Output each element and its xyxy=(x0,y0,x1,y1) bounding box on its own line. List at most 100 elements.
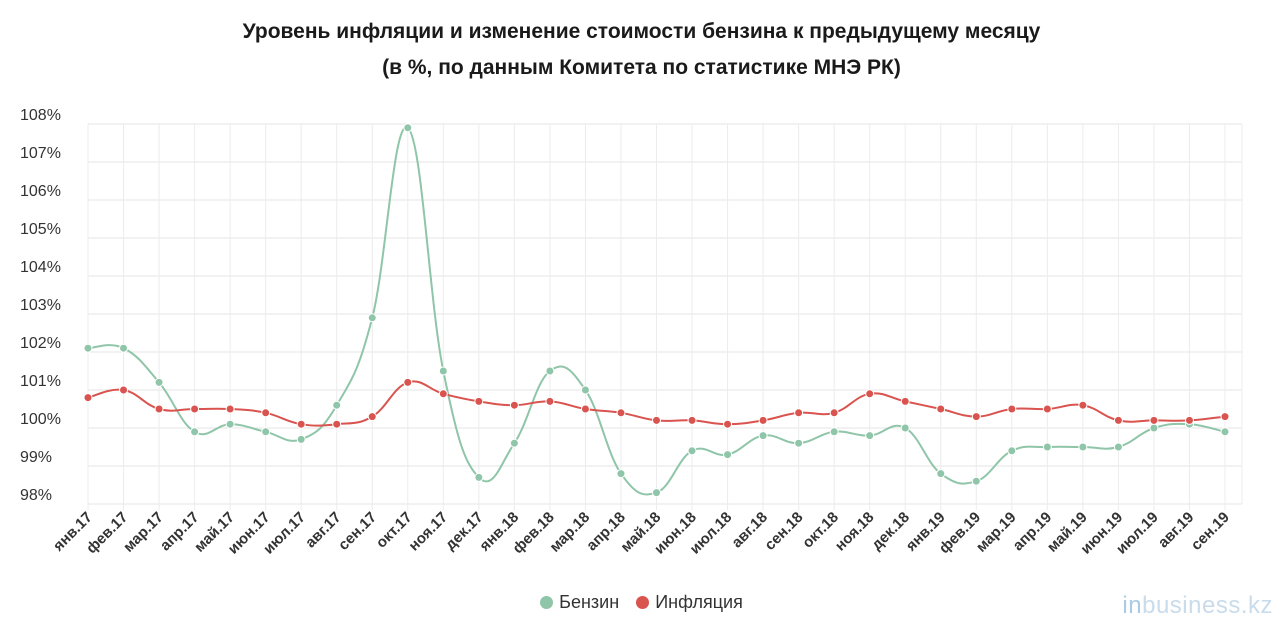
data-point-0[interactable] xyxy=(509,438,519,448)
data-point-1[interactable] xyxy=(1007,404,1017,414)
data-point-0[interactable] xyxy=(332,400,342,410)
data-point-1[interactable] xyxy=(545,396,555,406)
data-point-1[interactable] xyxy=(154,404,164,414)
data-point-1[interactable] xyxy=(971,412,981,422)
data-point-0[interactable] xyxy=(83,343,93,353)
data-point-0[interactable] xyxy=(687,446,697,456)
data-point-1[interactable] xyxy=(1184,415,1194,425)
data-point-0[interactable] xyxy=(545,366,555,376)
legend: Бензин Инфляция xyxy=(0,592,1283,614)
y-axis-ticks: 108% 107% 106% 105% 104% 103% 102% 101% 100% 99% 9… xyxy=(20,107,61,504)
data-point-0[interactable] xyxy=(403,123,413,133)
y-tick-label: 108% xyxy=(20,107,61,124)
data-point-0[interactable] xyxy=(367,313,377,323)
x-tick-label: мар.18 xyxy=(546,509,593,556)
data-point-0[interactable] xyxy=(1078,442,1088,452)
data-point-1[interactable] xyxy=(367,412,377,422)
chart-title: Уровень инфляции и изменение стоимости б… xyxy=(0,14,1283,86)
y-tick-label: 107% xyxy=(20,145,61,162)
x-tick-label: сен.18 xyxy=(761,509,806,554)
chart-title-line2: (в %, по данным Комитета по статистике М… xyxy=(382,56,901,79)
x-tick-label: сен.17 xyxy=(335,509,380,554)
data-point-1[interactable] xyxy=(829,408,839,418)
data-point-0[interactable] xyxy=(296,434,306,444)
data-point-0[interactable] xyxy=(865,431,875,441)
data-point-0[interactable] xyxy=(616,469,626,479)
data-point-1[interactable] xyxy=(474,396,484,406)
data-point-1[interactable] xyxy=(119,385,129,395)
data-point-1[interactable] xyxy=(794,408,804,418)
data-point-1[interactable] xyxy=(652,415,661,425)
x-tick-label: ноя.18 xyxy=(832,509,878,555)
data-point-1[interactable] xyxy=(1149,415,1159,425)
data-point-1[interactable] xyxy=(723,419,733,429)
y-tick-label: 99% xyxy=(20,449,52,466)
data-point-1[interactable] xyxy=(83,393,93,403)
data-point-1[interactable] xyxy=(332,419,342,429)
y-tick-label: 100% xyxy=(20,411,61,428)
data-point-1[interactable] xyxy=(865,389,875,399)
data-point-1[interactable] xyxy=(1042,404,1052,414)
legend-label-benzin: Бензин xyxy=(559,592,620,612)
data-point-1[interactable] xyxy=(1113,415,1123,425)
y-tick-label: 101% xyxy=(20,373,61,390)
legend-item-inflation[interactable]: Инфляция xyxy=(636,592,743,613)
data-point-0[interactable] xyxy=(225,419,235,429)
data-point-0[interactable] xyxy=(723,450,733,460)
watermark-logo: inbusiness.kz xyxy=(1122,592,1273,619)
data-point-0[interactable] xyxy=(1149,423,1159,433)
y-tick-label: 104% xyxy=(20,259,61,276)
legend-item-benzin[interactable]: Бензин xyxy=(540,592,619,613)
x-axis-ticks: янв.17фев.17мар.17апр.17май.17июн.17июл.… xyxy=(50,509,1233,558)
data-point-1[interactable] xyxy=(758,415,768,425)
data-point-0[interactable] xyxy=(474,472,484,482)
y-tick-label: 103% xyxy=(20,297,61,314)
data-point-1[interactable] xyxy=(1078,400,1088,410)
x-tick-label: мар.19 xyxy=(973,509,1020,556)
data-point-0[interactable] xyxy=(794,438,804,448)
data-point-1[interactable] xyxy=(580,404,590,414)
data-point-0[interactable] xyxy=(119,343,129,353)
data-point-1[interactable] xyxy=(900,396,910,406)
data-point-0[interactable] xyxy=(829,427,839,437)
x-tick-label: ноя.17 xyxy=(405,509,451,555)
y-tick-label: 98% xyxy=(20,487,52,504)
data-point-1[interactable] xyxy=(225,404,235,414)
legend-label-inflation: Инфляция xyxy=(655,592,743,612)
x-tick-label: сен.19 xyxy=(1188,509,1233,554)
data-point-0[interactable] xyxy=(261,427,271,437)
data-point-1[interactable] xyxy=(296,419,306,429)
data-point-1[interactable] xyxy=(403,377,413,387)
data-point-1[interactable] xyxy=(438,389,448,399)
data-point-0[interactable] xyxy=(971,476,981,486)
data-point-0[interactable] xyxy=(1220,427,1230,437)
data-point-0[interactable] xyxy=(1113,442,1123,452)
series-points xyxy=(83,123,1230,498)
data-point-0[interactable] xyxy=(758,431,768,441)
data-point-0[interactable] xyxy=(1007,446,1017,456)
data-point-0[interactable] xyxy=(652,488,661,498)
data-point-0[interactable] xyxy=(154,377,164,387)
data-point-1[interactable] xyxy=(936,404,946,414)
data-point-1[interactable] xyxy=(687,415,697,425)
data-point-1[interactable] xyxy=(1220,412,1230,422)
grid xyxy=(87,123,1243,510)
line-chart: 108% 107% 106% 105% 104% 103% 102% 101% 100% 99% 9… xyxy=(20,107,1243,558)
chart-title-line1: Уровень инфляции и изменение стоимости б… xyxy=(242,20,1041,43)
data-point-0[interactable] xyxy=(1042,442,1052,452)
data-point-1[interactable] xyxy=(509,400,519,410)
data-point-0[interactable] xyxy=(438,366,448,376)
data-point-0[interactable] xyxy=(936,469,946,479)
data-point-0[interactable] xyxy=(900,423,910,433)
legend-marker-inflation xyxy=(636,596,650,609)
y-tick-label: 106% xyxy=(20,183,61,200)
legend-marker-benzin xyxy=(540,596,554,609)
data-point-1[interactable] xyxy=(616,408,626,418)
series-line-0 xyxy=(87,126,1226,496)
data-point-0[interactable] xyxy=(190,427,200,437)
data-point-1[interactable] xyxy=(261,408,271,418)
x-tick-label: мар.17 xyxy=(120,509,167,556)
data-point-1[interactable] xyxy=(190,404,200,414)
y-tick-label: 102% xyxy=(20,335,61,352)
data-point-0[interactable] xyxy=(580,385,590,395)
